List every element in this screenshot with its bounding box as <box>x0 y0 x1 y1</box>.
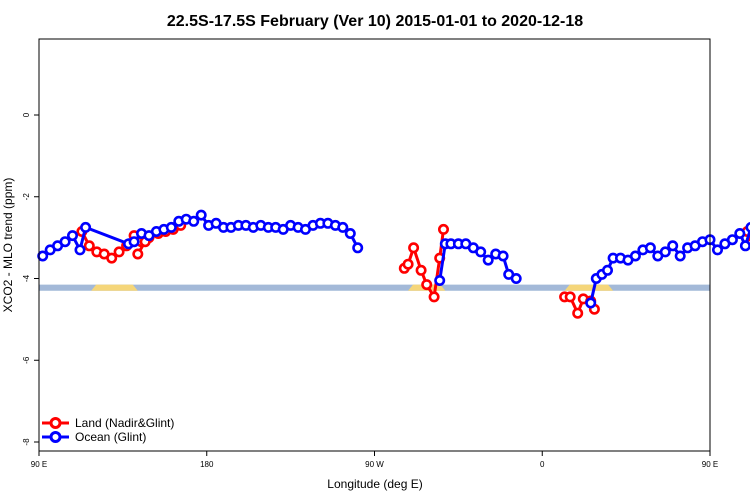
data-point-land <box>106 252 118 264</box>
data-point-ocean <box>739 240 750 252</box>
data-point-land <box>113 246 125 258</box>
data-point-ocean <box>344 228 356 240</box>
series-land <box>76 219 750 319</box>
data-point-ocean <box>67 230 79 242</box>
y-tick-label: -8 <box>22 438 31 446</box>
land-sea-mask <box>39 284 710 291</box>
data-point-land <box>415 264 427 276</box>
data-point-land <box>132 248 144 260</box>
x-axis: 90 E 180 90 W 0 90 E <box>31 451 718 469</box>
legend-land-label: Land (Nadir&Glint) <box>75 416 174 430</box>
data-point-ocean <box>128 236 140 248</box>
y-tick-label: 0 <box>22 112 31 117</box>
data-point-ocean <box>510 272 522 284</box>
data-point-ocean <box>165 221 177 233</box>
data-point-land <box>421 279 433 291</box>
data-point-land <box>408 242 420 254</box>
chart-title: 22.5S-17.5S February (Ver 10) 2015-01-01… <box>167 13 583 30</box>
data-point-ocean <box>497 250 509 262</box>
data-point-ocean <box>667 240 679 252</box>
data-point-ocean <box>629 250 641 262</box>
series-layer <box>37 209 750 319</box>
data-point-land <box>572 307 584 319</box>
legend: Land (Nadir&Glint) Ocean (Glint) <box>42 416 174 444</box>
legend-ocean-marker <box>49 431 62 443</box>
data-point-land <box>83 240 95 252</box>
data-point-ocean <box>659 246 671 258</box>
x-tick-label: 180 <box>200 460 214 469</box>
y-axis-label: XCO2 - MLO trend (ppm) <box>1 178 15 313</box>
data-point-ocean <box>195 209 207 221</box>
data-point-ocean <box>674 250 686 262</box>
data-point-land <box>437 223 449 235</box>
data-point-ocean <box>482 254 494 266</box>
data-point-ocean <box>734 228 746 240</box>
data-point-land <box>428 291 440 303</box>
data-point-ocean <box>644 242 656 254</box>
data-point-ocean <box>337 221 349 233</box>
y-tick-label: -2 <box>22 193 31 201</box>
data-point-ocean <box>726 234 738 246</box>
data-point-land <box>564 291 576 303</box>
land-band-segment <box>91 284 138 291</box>
series-ocean <box>37 209 750 309</box>
sea-band <box>39 284 710 291</box>
y-tick-label: -4 <box>22 274 31 282</box>
data-point-ocean <box>188 215 200 227</box>
data-point-ocean <box>711 244 723 256</box>
data-point-ocean <box>37 250 49 262</box>
x-tick-label: 0 <box>540 460 545 469</box>
data-point-ocean <box>74 244 86 256</box>
data-point-ocean <box>475 246 487 258</box>
data-point-ocean <box>745 221 750 233</box>
data-point-ocean <box>80 221 92 233</box>
legend-ocean-label: Ocean (Glint) <box>75 430 146 444</box>
data-point-ocean <box>585 297 597 309</box>
x-axis-label: Longitude (deg E) <box>327 477 422 491</box>
data-point-ocean <box>352 242 364 254</box>
y-tick-label: -6 <box>22 356 31 364</box>
x-tick-label: 90 E <box>31 460 47 469</box>
data-point-land <box>402 258 414 270</box>
data-point-ocean <box>601 264 613 276</box>
data-point-ocean <box>59 236 71 248</box>
land-band-segment <box>564 284 614 291</box>
legend-land-marker <box>49 417 62 429</box>
data-point-ocean <box>434 274 446 286</box>
y-axis: 0 -2 -4 -6 -8 <box>22 112 39 446</box>
x-tick-label: 90 W <box>365 460 384 469</box>
x-tick-label: 90 E <box>702 460 718 469</box>
